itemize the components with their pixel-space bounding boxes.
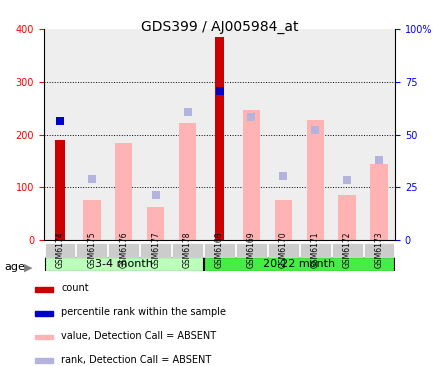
Bar <box>35 311 53 315</box>
Text: GSM6174: GSM6174 <box>55 232 64 268</box>
Text: GSM6178: GSM6178 <box>183 232 192 268</box>
Text: GSM6177: GSM6177 <box>151 232 160 268</box>
Text: percentile rank within the sample: percentile rank within the sample <box>61 307 226 317</box>
Text: GSM6171: GSM6171 <box>310 232 319 268</box>
FancyBboxPatch shape <box>44 257 202 271</box>
FancyBboxPatch shape <box>299 243 330 257</box>
FancyBboxPatch shape <box>76 243 107 257</box>
Text: GSM6176: GSM6176 <box>119 232 128 268</box>
Bar <box>338 195 355 240</box>
Text: value, Detection Call = ABSENT: value, Detection Call = ABSENT <box>61 331 216 341</box>
Bar <box>115 143 132 240</box>
FancyBboxPatch shape <box>268 243 298 257</box>
Text: GSM6175: GSM6175 <box>87 232 96 268</box>
Bar <box>214 37 224 240</box>
Text: ▶: ▶ <box>24 262 32 272</box>
Text: GSM6172: GSM6172 <box>342 232 351 268</box>
Bar <box>83 200 100 240</box>
Text: age: age <box>4 262 25 272</box>
FancyBboxPatch shape <box>172 243 202 257</box>
Text: GSM6169: GSM6169 <box>246 232 255 268</box>
Text: rank, Detection Call = ABSENT: rank, Detection Call = ABSENT <box>61 355 211 365</box>
Text: GDS399 / AJ005984_at: GDS399 / AJ005984_at <box>141 20 297 34</box>
FancyBboxPatch shape <box>44 243 75 257</box>
Bar <box>370 164 387 240</box>
FancyBboxPatch shape <box>204 257 394 271</box>
Bar <box>35 358 53 363</box>
FancyBboxPatch shape <box>236 243 266 257</box>
Bar <box>147 207 164 240</box>
Text: GSM6170: GSM6170 <box>278 232 287 268</box>
Bar <box>35 287 53 292</box>
Bar <box>242 110 260 240</box>
Text: count: count <box>61 283 89 294</box>
FancyBboxPatch shape <box>108 243 139 257</box>
Text: 3-4 month: 3-4 month <box>95 259 152 269</box>
FancyBboxPatch shape <box>331 243 362 257</box>
Text: 20-22 month: 20-22 month <box>263 259 335 269</box>
Bar <box>35 335 53 339</box>
FancyBboxPatch shape <box>140 243 170 257</box>
Bar <box>274 200 291 240</box>
Bar <box>55 140 64 240</box>
Text: GSM6168: GSM6168 <box>215 232 223 268</box>
FancyBboxPatch shape <box>363 243 394 257</box>
Bar <box>306 120 323 240</box>
Bar <box>178 123 196 240</box>
Text: GSM6173: GSM6173 <box>374 232 383 268</box>
FancyBboxPatch shape <box>204 243 234 257</box>
